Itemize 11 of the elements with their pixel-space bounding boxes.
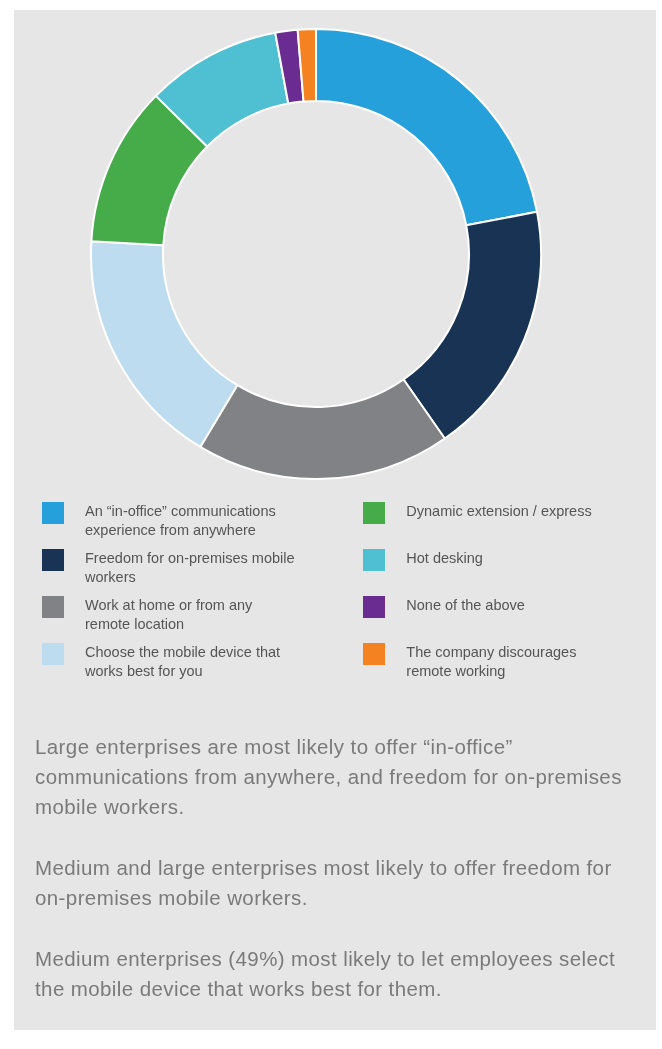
legend-label: None of the above [406,596,526,615]
legend-label: An “in-office” communications experience from anywhere [85,502,277,540]
text: Large enterprises are most likely to offer “in-office” communications from anywhere, and freedom for on-premises mobile workers. [35,734,623,820]
text: Medium enterprises (49%) most likely to let employees select the mobile device that works best for them. [35,946,616,1002]
legend-label: Work at home or from any remote location [85,596,254,634]
text: Medium and large enterprises most likely to offer freedom for on-premises mobile workers. [35,855,613,911]
legend-label: Dynamic extension / express [406,502,593,521]
legend-label: Choose the mobile device that works best for you [85,643,282,681]
legend-label: Freedom for on-premises mobile workers [85,549,296,587]
legend-label: The company discourages remote working [406,643,578,681]
legend-label: Hot desking [406,549,484,568]
